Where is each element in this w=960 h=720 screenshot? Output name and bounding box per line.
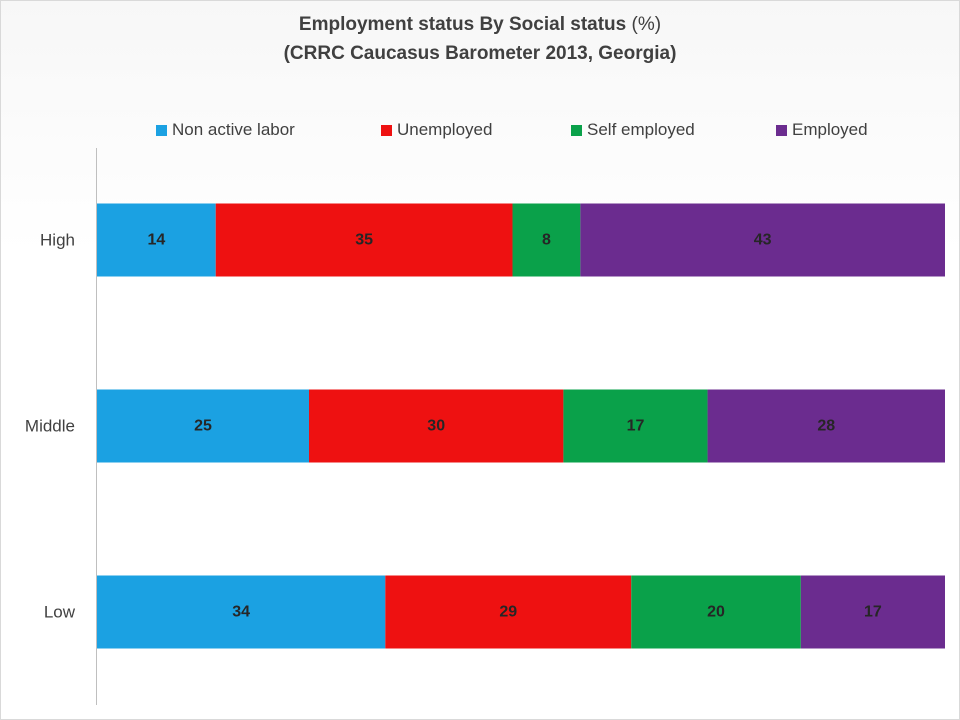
bar-high-employed	[580, 203, 945, 277]
bar-middle-self-employed	[563, 389, 708, 463]
bar-middle-employed	[707, 389, 945, 463]
data-label-high-employed: 43	[754, 232, 772, 249]
data-label-high-unemployed: 35	[355, 232, 373, 249]
data-label-middle-employed: 28	[817, 418, 835, 435]
title-main: Employment status By Social status	[298, 14, 627, 35]
bar-low-employed	[800, 575, 945, 649]
data-label-high-self-employed: 8	[542, 232, 551, 249]
data-label-low-self-employed: 20	[707, 604, 725, 621]
data-label-low-employed: 17	[864, 604, 882, 621]
legend-swatch-self-employed	[571, 124, 582, 136]
legend-label-non-active-labor: Non active labor	[172, 120, 295, 139]
legend-label-employed: Employed	[792, 120, 868, 139]
data-label-high-non-active-labor: 14	[147, 232, 165, 249]
category-label-low: Low	[44, 603, 76, 622]
bar-middle-non-active-labor	[97, 389, 309, 463]
chart-legend: Non active labor Unemployed Self employe…	[0, 118, 960, 142]
legend-swatch-employed	[776, 124, 787, 136]
legend-item-non-active-labor: Non active labor	[156, 118, 295, 142]
data-label-middle-self-employed: 17	[627, 418, 645, 435]
legend-item-self-employed: Self employed	[571, 118, 695, 142]
bar-low-unemployed	[385, 575, 632, 649]
chart-title: Employment status By Social status (%) (…	[0, 10, 960, 68]
data-label-low-unemployed: 29	[499, 604, 517, 621]
data-label-middle-non-active-labor: 25	[194, 418, 212, 435]
legend-item-employed: Employed	[776, 118, 868, 142]
bar-low-non-active-labor	[97, 575, 386, 649]
bar-high-unemployed	[215, 203, 513, 277]
data-label-low-non-active-labor: 34	[232, 604, 250, 621]
legend-swatch-non-active-labor	[156, 124, 167, 136]
bar-middle-unemployed	[309, 389, 564, 463]
category-label-high: High	[40, 231, 75, 250]
legend-label-unemployed: Unemployed	[397, 120, 493, 139]
legend-item-unemployed: Unemployed	[381, 118, 492, 142]
legend-swatch-unemployed	[381, 124, 392, 136]
bar-high-self-employed	[512, 203, 581, 277]
data-label-middle-unemployed: 30	[427, 418, 445, 435]
title-unit: (%)	[631, 14, 662, 35]
bar-low-self-employed	[631, 575, 801, 649]
title-line-2: (CRRC Caucasus Barometer 2013, Georgia)	[283, 43, 677, 64]
bar-high-non-active-labor	[97, 203, 216, 277]
category-label-middle: Middle	[25, 417, 75, 436]
legend-label-self-employed: Self employed	[587, 120, 695, 139]
title-line-1: Employment status By Social status (%)	[0, 10, 960, 39]
